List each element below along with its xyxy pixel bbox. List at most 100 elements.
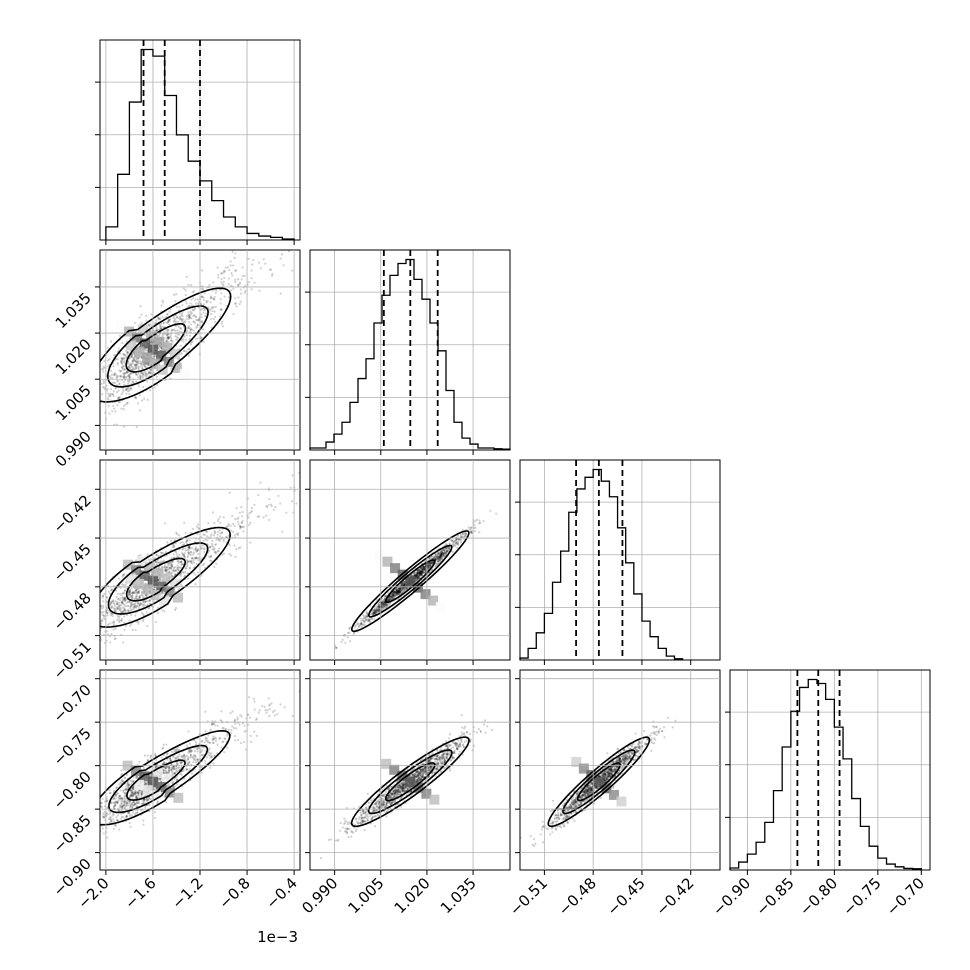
scatter-point	[148, 560, 152, 563]
scatter-point	[442, 553, 445, 556]
scatter-point	[442, 553, 445, 556]
scatter-point	[131, 361, 135, 364]
scatter-point	[180, 339, 183, 342]
scatter-point	[140, 399, 144, 402]
scatter-point	[140, 362, 143, 365]
density-cell	[170, 578, 181, 589]
scatter-point	[438, 555, 442, 559]
scatter-point	[101, 620, 104, 623]
scatter-point	[209, 559, 212, 562]
scatter-point	[416, 572, 420, 575]
scatter-point	[196, 549, 199, 553]
x-tick-label: −0.90	[709, 874, 754, 919]
scatter-point	[200, 269, 203, 272]
scatter-point	[103, 360, 106, 363]
scatter-point	[148, 599, 151, 602]
panel-frame	[309, 249, 511, 451]
scatter-point	[166, 752, 169, 755]
scatter-point	[360, 621, 363, 624]
scatter-point	[119, 375, 123, 378]
scatter-point	[218, 535, 222, 538]
scatter-point	[146, 754, 149, 757]
scatter-point	[202, 296, 205, 299]
scatter-point	[443, 552, 446, 555]
scatter-point	[211, 539, 214, 543]
scatter-point	[111, 801, 114, 804]
scatter-point	[397, 590, 401, 593]
scatter-point	[132, 603, 135, 606]
scatter-point	[153, 355, 156, 358]
scatter-point	[446, 550, 449, 553]
scatter-point	[192, 290, 196, 293]
scatter-point	[119, 592, 122, 595]
scatter-point	[129, 805, 132, 808]
scatter-point	[131, 380, 134, 383]
scatter-point	[281, 530, 284, 533]
scatter-point	[402, 584, 405, 587]
scatter-point	[162, 754, 165, 757]
scatter-point	[192, 571, 195, 574]
scatter-point	[382, 603, 385, 607]
scatter-point	[187, 546, 190, 549]
scatter-point	[430, 562, 433, 565]
scatter-point	[437, 555, 440, 559]
scatter-point	[112, 390, 115, 393]
scatter-point	[121, 592, 125, 595]
scatter-point	[367, 618, 370, 621]
scatter-point	[77, 415, 79, 417]
scatter-point	[401, 582, 404, 585]
scatter-point	[234, 517, 237, 521]
scatter-point	[456, 546, 459, 549]
scatter-point	[201, 320, 204, 323]
scatter-point	[445, 547, 449, 550]
scatter-point	[162, 301, 165, 304]
scatter-point	[141, 363, 145, 366]
scatter-point	[393, 594, 396, 597]
scatter-point	[107, 590, 110, 593]
scatter-point	[223, 295, 226, 298]
scatter-point	[381, 606, 385, 609]
scatter-point	[196, 323, 199, 326]
y-tick-label: 1.035	[52, 289, 95, 332]
scatter-point	[190, 298, 193, 301]
scatter-point	[216, 533, 219, 536]
scatter-point	[525, 485, 527, 487]
scatter-point	[239, 288, 242, 291]
scatter-point	[109, 374, 112, 378]
panel-frame	[99, 39, 301, 241]
scatter-point	[171, 340, 174, 343]
scatter-point	[184, 299, 187, 303]
scatter-point	[115, 606, 118, 609]
scatter-point	[478, 531, 481, 534]
scatter-point	[200, 336, 203, 339]
scatter-point	[417, 571, 420, 575]
scatter-point	[357, 625, 360, 628]
scatter-point	[122, 573, 125, 577]
scatter-point	[170, 560, 173, 563]
scatter-point	[184, 531, 187, 534]
scatter-point	[217, 549, 220, 553]
scatter-point	[91, 817, 93, 819]
scatter-point	[139, 360, 142, 363]
scatter-point	[205, 300, 208, 303]
scatter-point	[114, 627, 117, 630]
contour-level-1	[125, 322, 187, 373]
scatter-point	[354, 624, 357, 627]
scatter-point	[156, 334, 159, 337]
scatter-point	[113, 608, 116, 611]
scatter-point	[399, 583, 403, 586]
scatter-point	[161, 763, 164, 766]
scatter-point	[391, 592, 395, 595]
scatter-point	[86, 618, 88, 620]
scatter-point	[174, 758, 178, 761]
scatter-point	[139, 789, 143, 792]
scatter-point	[135, 364, 138, 367]
scatter-point	[127, 374, 130, 378]
scatter-point	[123, 597, 126, 600]
scatter-point	[165, 565, 169, 569]
scatter-point	[116, 379, 119, 382]
scatter-point	[279, 502, 282, 505]
scatter-point	[139, 362, 142, 365]
scatter-point	[201, 749, 204, 752]
scatter-point	[120, 358, 124, 361]
